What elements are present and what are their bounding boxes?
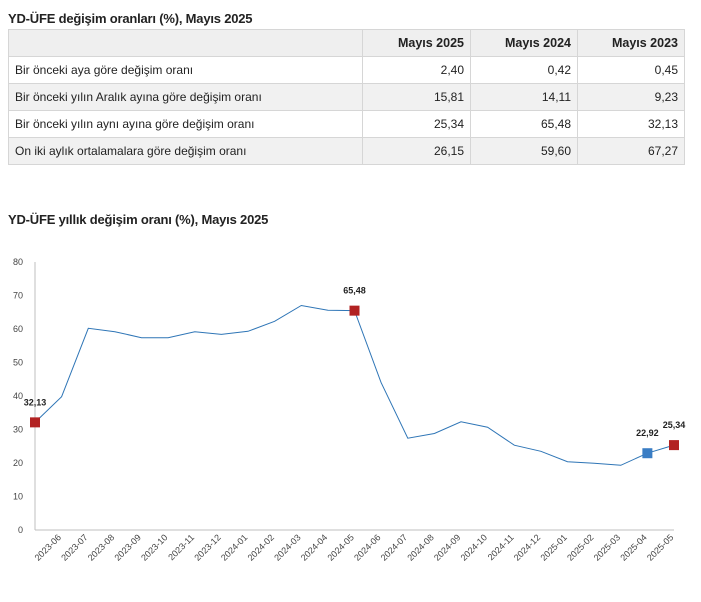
y-tick-label: 50 [13,358,23,368]
x-tick-label: 2024-07 [379,532,409,562]
x-tick-label: 2025-02 [565,532,595,562]
table-row: Bir önceki aya göre değişim oranı 2,40 0… [8,56,685,84]
x-tick-label: 2023-09 [112,532,142,562]
y-tick-label: 80 [13,257,23,267]
table-cell: 26,15 [362,137,471,165]
y-tick-label: 10 [13,492,23,502]
table-cell: 0,45 [577,56,685,84]
table-cell: 65,48 [470,110,578,138]
data-point-marker [349,305,360,316]
table-cell: 9,23 [577,83,685,111]
x-tick-label: 2024-01 [219,532,249,562]
table-cell: 25,34 [362,110,471,138]
row-label: Bir önceki yılın Aralık ayına göre değiş… [8,83,363,111]
y-tick-label: 40 [13,391,23,401]
x-tick-label: 2024-09 [432,532,462,562]
x-tick-label: 2024-05 [325,532,355,562]
x-tick-label: 2023-07 [59,532,89,562]
y-tick-label: 70 [13,291,23,301]
x-tick-label: 2025-03 [592,532,622,562]
x-tick-label: 2024-04 [299,532,329,562]
table-cell: 32,13 [577,110,685,138]
x-tick-label: 2023-06 [33,532,63,562]
x-tick-label: 2023-10 [139,532,169,562]
x-tick-label: 2024-03 [272,532,302,562]
table-row: Bir önceki yılın Aralık ayına göre değiş… [8,83,685,111]
x-tick-label: 2023-12 [192,532,222,562]
table-row: On iki aylık ortalamalara göre değişim o… [8,137,685,165]
table-title: YD-ÜFE değişim oranları (%), Mayıs 2025 [8,11,253,26]
table-header-row: Mayıs 2025 Mayıs 2024 Mayıs 2023 [8,29,685,57]
table-header-cell: Mayıs 2025 [362,29,471,57]
table-cell: 67,27 [577,137,685,165]
x-tick-label: 2024-08 [405,532,435,562]
x-tick-label: 2025-04 [618,532,648,562]
table-row: Bir önceki yılın aynı ayına göre değişim… [8,110,685,138]
table-header-cell: Mayıs 2024 [470,29,578,57]
table-cell: 59,60 [470,137,578,165]
row-label: Bir önceki yılın aynı ayına göre değişim… [8,110,363,138]
row-label: On iki aylık ortalamalara göre değişim o… [8,137,363,165]
table-cell: 15,81 [362,83,471,111]
x-tick-label: 2023-08 [86,532,116,562]
data-point-marker [642,448,653,459]
series-line [34,304,675,466]
y-tick-label: 30 [13,425,23,435]
x-tick-label: 2024-10 [459,532,489,562]
x-tick-label: 2024-11 [486,532,516,562]
x-tick-label: 2025-01 [538,532,568,562]
chart-title: YD-ÜFE yıllık değişim oranı (%), Mayıs 2… [8,212,269,227]
y-tick-label: 60 [13,324,23,334]
table-cell: 14,11 [470,83,578,111]
x-tick-label: 2023-11 [166,532,196,562]
table-cell: 2,40 [362,56,471,84]
y-tick-label: 0 [18,525,23,535]
table-header-cell: Mayıs 2023 [577,29,685,57]
data-point-marker [30,417,40,428]
row-label: Bir önceki aya göre değişim oranı [8,56,363,84]
line-chart: 010203040506070802023-062023-072023-0820… [13,257,686,563]
x-tick-label: 2025-05 [645,532,675,562]
y-tick-label: 20 [13,458,23,468]
data-label: 25,34 [663,420,686,430]
data-label: 32,13 [24,397,47,407]
x-tick-label: 2024-02 [246,532,276,562]
data-label: 22,92 [636,428,659,438]
table-header-cell [8,29,363,57]
table-cell: 0,42 [470,56,578,84]
x-tick-label: 2024-12 [512,532,542,562]
x-tick-label: 2024-06 [352,532,382,562]
rates-table: Mayıs 2025 Mayıs 2024 Mayıs 2023 Bir önc… [8,29,685,165]
data-point-marker [669,440,679,451]
data-label: 65,48 [343,286,366,296]
